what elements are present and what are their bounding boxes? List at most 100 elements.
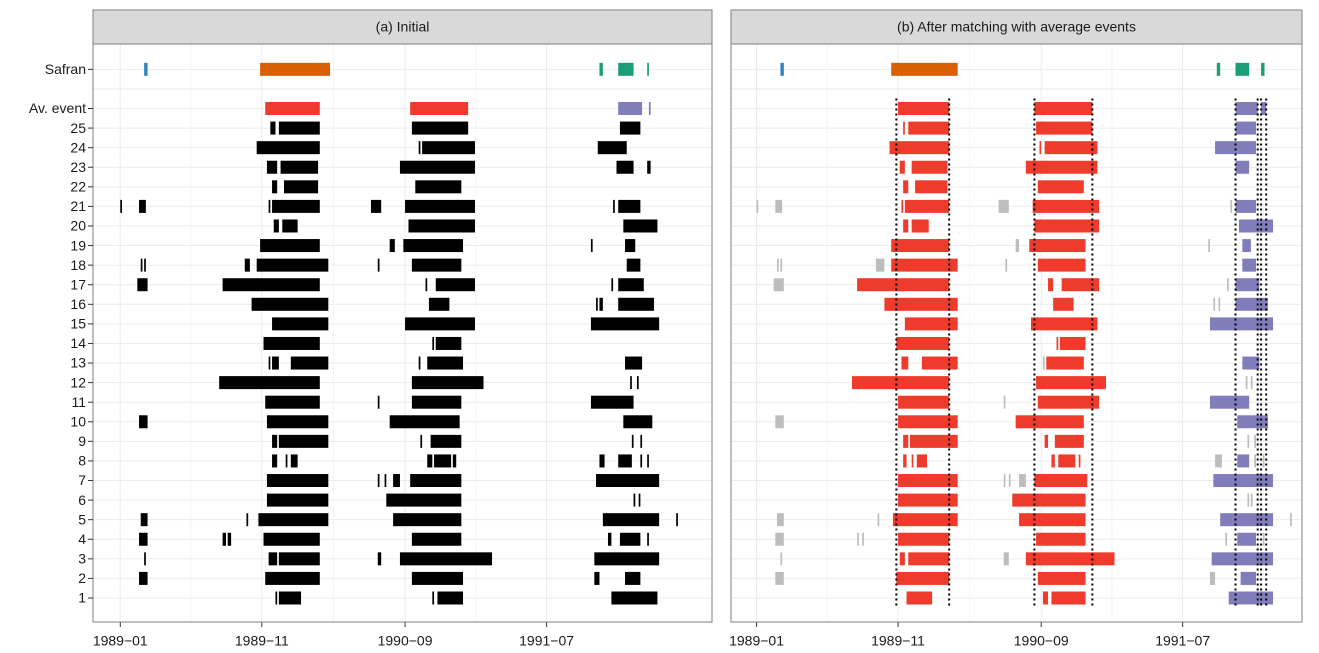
event-segment [898, 102, 950, 115]
event-segment [1250, 376, 1253, 390]
event-segment [623, 219, 658, 233]
event-segment [1216, 62, 1221, 76]
event-segment [590, 317, 660, 331]
event-segment [432, 336, 435, 350]
event-segment [280, 160, 319, 174]
event-segment [607, 532, 612, 546]
event-segment [263, 532, 320, 546]
event-segment [399, 160, 475, 174]
event-segment [266, 474, 329, 488]
event-segment [1238, 219, 1274, 233]
event-segment [266, 160, 278, 174]
event-segment [1008, 474, 1011, 488]
event-segment [389, 415, 460, 429]
event-segment [625, 356, 643, 370]
event-segment [1235, 102, 1258, 115]
event-segment [1019, 474, 1026, 488]
event-segment [1061, 278, 1100, 292]
event-segment [1208, 239, 1210, 253]
event-segment [408, 219, 475, 233]
event-segment [1261, 62, 1265, 76]
event-segment [1034, 474, 1088, 488]
event-segment [640, 434, 643, 448]
event-segment [676, 513, 678, 527]
event-segment [140, 258, 143, 272]
event-segment [377, 474, 380, 488]
event-segment [906, 591, 933, 605]
event-segment [389, 239, 395, 253]
event-segment [273, 219, 279, 233]
event-segment [222, 278, 320, 292]
event-segment [1015, 415, 1084, 429]
event-segment [428, 297, 450, 311]
event-segment [590, 395, 634, 409]
event-segment [1034, 102, 1093, 115]
y-tick-label: 9 [78, 433, 86, 449]
event-segment [1058, 454, 1076, 468]
event-segment [260, 239, 320, 253]
event-segment [647, 62, 649, 76]
event-segment [1056, 336, 1059, 350]
event-segment [144, 62, 148, 76]
event-segment [597, 141, 627, 155]
event-segment [370, 199, 382, 213]
event-segment [775, 415, 784, 429]
event-segment [140, 513, 148, 527]
y-tick-label: 6 [78, 492, 86, 508]
event-segment [246, 513, 249, 527]
event-segment [775, 199, 783, 213]
x-tick-label: 1991−07 [1155, 633, 1210, 649]
event-segment [1247, 493, 1250, 507]
event-segment [410, 474, 462, 488]
event-segment [901, 356, 909, 370]
event-segment [1261, 102, 1267, 115]
event-segment [420, 434, 423, 448]
event-segment [1235, 160, 1250, 174]
y-tick-label: 11 [71, 394, 86, 410]
event-segment [911, 219, 929, 233]
event-segment [908, 552, 950, 566]
event-segment [1247, 434, 1250, 448]
event-segment [1250, 493, 1253, 507]
event-segment [290, 454, 298, 468]
event-segment [452, 454, 457, 468]
event-segment [915, 180, 948, 194]
y-tick-label: 19 [70, 237, 86, 253]
event-segment [862, 532, 864, 546]
event-segment [1215, 454, 1222, 468]
event-segment [780, 552, 783, 566]
event-segment [435, 336, 462, 350]
event-segment [139, 199, 146, 213]
event-segment [596, 474, 660, 488]
event-segment [647, 160, 651, 174]
event-segment [898, 532, 950, 546]
event-segment [1209, 395, 1250, 409]
event-segment [290, 356, 329, 370]
event-segment [411, 121, 469, 135]
event-segment [1262, 532, 1265, 546]
event-segment [1235, 278, 1260, 292]
event-segment [911, 160, 948, 174]
event-segment [891, 258, 958, 272]
event-segment [1213, 474, 1274, 488]
event-segment [777, 513, 784, 527]
event-segment [1036, 376, 1106, 390]
event-segment [756, 199, 759, 213]
y-tick-label: Av. event [29, 100, 86, 116]
event-segment [377, 258, 380, 272]
event-segment [891, 62, 958, 76]
event-segment [415, 180, 462, 194]
event-segment [602, 513, 660, 527]
event-segment [411, 376, 484, 390]
event-segment [432, 591, 435, 605]
event-segment [909, 434, 958, 448]
event-segment [901, 199, 904, 213]
event-segment [272, 434, 278, 448]
y-tick-label: 7 [78, 472, 86, 488]
event-segment [1025, 160, 1098, 174]
panel-title: (a) Initial [376, 19, 430, 35]
event-segment [139, 415, 148, 429]
panel-strip [730, 9, 1303, 45]
event-segment [777, 258, 779, 272]
